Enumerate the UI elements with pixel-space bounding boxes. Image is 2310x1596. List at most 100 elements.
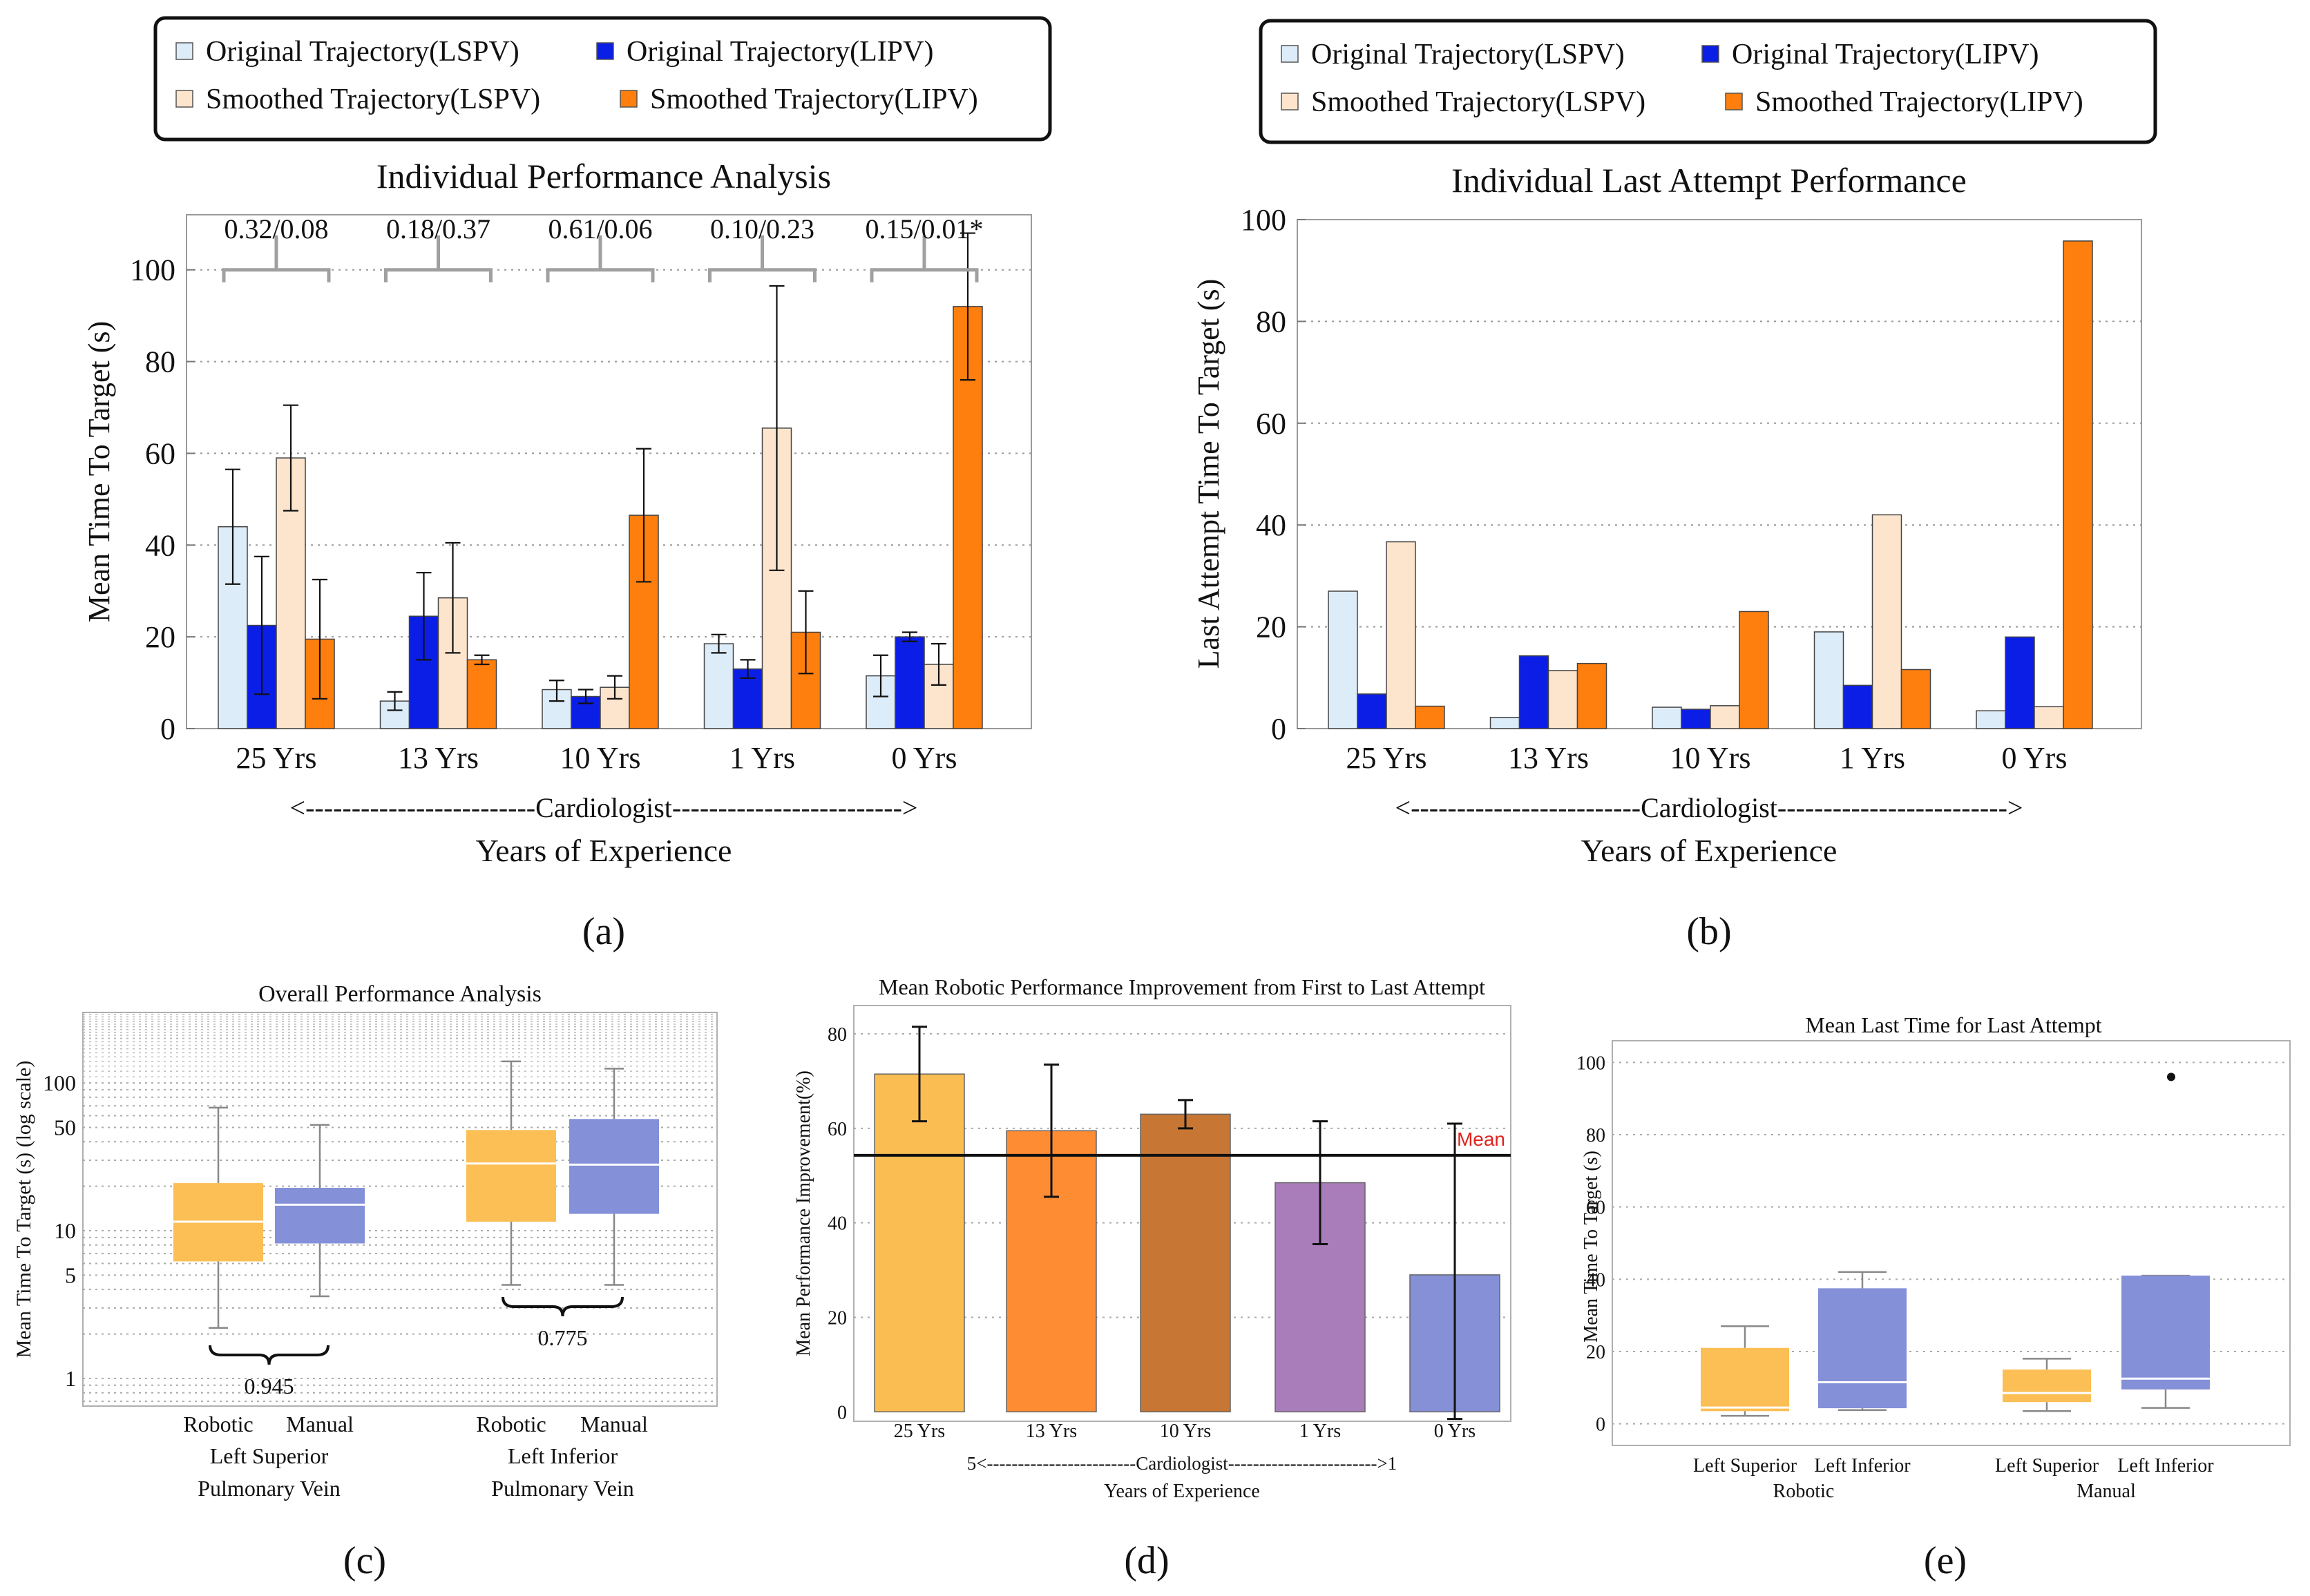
legend-swatch-smooth-lipv: [620, 90, 638, 108]
box: [1818, 1288, 1907, 1409]
bar: [1576, 662, 1607, 729]
chart-title: Mean Last Time for Last Attempt: [1805, 1012, 2101, 1037]
p-value-label: 0.32/0.08: [224, 213, 328, 244]
y-axis-label: Mean Time To Target (s): [1581, 1151, 1602, 1343]
y-tick-label: 0: [160, 712, 175, 746]
bar: [1976, 710, 2006, 729]
x-tick-label: 1 Yrs: [1299, 1421, 1341, 1442]
legend-label-orig-lipv: Original Trajectory(LIPV): [627, 36, 933, 68]
legend-swatch-smooth-lspv: [1281, 93, 1299, 110]
y-tick-label: 40: [1256, 508, 1286, 542]
bar: [2063, 240, 2093, 729]
y-tick-label: 60: [145, 436, 175, 470]
box: [2121, 1276, 2210, 1390]
y-tick-label: 80: [1256, 305, 1286, 338]
bar: [1652, 706, 1682, 729]
chart-a: 0 20 40 60 80 100 Individual Performance Analy…: [82, 157, 1032, 868]
panel-label-a: (a): [582, 910, 625, 953]
y-tick-label: 100: [1576, 1052, 1605, 1074]
chart-title: Mean Robotic Performance Improvement fro…: [879, 974, 1485, 999]
legend-swatch-orig-lspv: [175, 42, 193, 60]
legend-label-smooth-lspv: Smoothed Trajectory(LSPV): [1311, 86, 1645, 118]
y-tick-label: 80: [145, 345, 175, 379]
panel-label-c: (c): [343, 1539, 386, 1582]
p-value-label: 0.15/0.01*: [865, 213, 983, 244]
legend-swatch-smooth-lspv: [175, 90, 193, 108]
chart-c: 1 5 10 50 100 Overall Performance Analysis Mea…: [12, 981, 718, 1501]
group-label: Manual: [2077, 1481, 2136, 1502]
y-tick-label: 20: [1586, 1342, 1605, 1363]
significance-bracket: [708, 268, 817, 282]
x-tick-label: 25 Yrs: [1346, 741, 1427, 775]
y-tick-label: 40: [145, 528, 175, 562]
plot-frame: [1612, 1040, 2291, 1446]
significance-bracket: [546, 268, 655, 282]
x-tick-label: Robotic: [183, 1412, 253, 1436]
group-label: Pulmonary Vein: [198, 1476, 341, 1501]
p-value-label: 0.775: [538, 1325, 588, 1350]
y-tick-label: 100: [130, 253, 175, 287]
y-tick-label: 40: [1586, 1269, 1605, 1291]
bar: [1489, 717, 1520, 729]
bar: [1739, 610, 1769, 729]
chart-title: Overall Performance Analysis: [258, 981, 542, 1007]
panel-label-b: (b): [1686, 910, 1731, 953]
p-value-label: 0.18/0.37: [386, 213, 490, 244]
bar: [1813, 631, 1844, 729]
y-axis-label: Mean Time To Target (s) (log scale): [12, 1061, 35, 1358]
x-tick-label: 10 Yrs: [1160, 1421, 1211, 1442]
x-tick-label: Left Superior: [1693, 1455, 1797, 1477]
y-tick-label: 20: [145, 620, 175, 654]
y-tick-label: 1: [65, 1366, 76, 1391]
legend-frame: [1259, 19, 2157, 144]
x-tick-label: 25 Yrs: [894, 1421, 945, 1442]
outlier-point: [2167, 1073, 2175, 1081]
x-tick-label: 25 Yrs: [236, 741, 317, 775]
bar: [953, 306, 983, 729]
bar: [1140, 1113, 1231, 1413]
chart-title: Individual Last Attempt Performance: [1451, 161, 1967, 200]
significance-brace: [502, 1296, 624, 1317]
x-tick-label: 13 Yrs: [1508, 741, 1589, 775]
legend-b: Original Trajectory(LSPV) Original Traje…: [1259, 19, 2157, 144]
y-tick-label: 80: [1586, 1125, 1605, 1146]
legend-label-orig-lipv: Original Trajectory(LIPV): [1732, 39, 2039, 70]
legend-swatch-orig-lipv: [596, 42, 614, 60]
panel-label-e: (e): [1924, 1539, 1967, 1582]
plot-frame: [853, 1005, 1511, 1422]
x-tick-label: 10 Yrs: [1670, 741, 1751, 775]
y-tick-label: 5: [65, 1262, 76, 1287]
legend-label-orig-lspv: Original Trajectory(LSPV): [1311, 39, 1625, 70]
x-tick-label: 0 Yrs: [892, 741, 957, 775]
y-tick-label: 20: [828, 1308, 847, 1329]
panel-label-d: (d): [1124, 1539, 1169, 1582]
x-axis-label: Years of Experience: [476, 833, 732, 868]
x-tick-label: Left Superior: [1995, 1455, 2099, 1477]
bar: [1900, 669, 1931, 729]
y-tick-label: 60: [1586, 1198, 1605, 1219]
y-tick-label: 0: [1596, 1414, 1605, 1436]
group-label: Robotic: [1773, 1481, 1835, 1502]
p-value-label: 0.945: [245, 1374, 294, 1398]
x-axis-arrow-label: 5<------------------------Cardiologist--…: [967, 1453, 1397, 1474]
legend-a: Original Trajectory(LSPV) Original Traje…: [153, 16, 1052, 142]
x-axis-label: Years of Experience: [1581, 833, 1838, 868]
mean-line-label: Mean: [1457, 1128, 1505, 1150]
bar: [2005, 636, 2035, 729]
legend-frame: [153, 16, 1052, 142]
x-axis-label: Years of Experience: [1104, 1481, 1260, 1502]
p-value-label: 0.10/0.23: [710, 213, 814, 244]
bar: [1328, 590, 1358, 729]
legend-label-smooth-lipv: Smoothed Trajectory(LIPV): [1755, 86, 2083, 118]
x-tick-label: 13 Yrs: [1026, 1421, 1077, 1442]
x-tick-label: 1 Yrs: [729, 741, 795, 775]
significance-bracket: [870, 268, 979, 282]
significance-bracket: [222, 268, 331, 282]
bar: [2034, 706, 2064, 729]
box: [569, 1119, 659, 1214]
y-tick-label: 60: [828, 1119, 847, 1140]
x-tick-label: Manual: [580, 1412, 648, 1436]
y-tick-label: 0: [837, 1402, 847, 1423]
chart-b: 0 20 40 60 80 100 Individual Last Attempt Perf…: [1192, 161, 2142, 868]
box: [275, 1187, 365, 1244]
